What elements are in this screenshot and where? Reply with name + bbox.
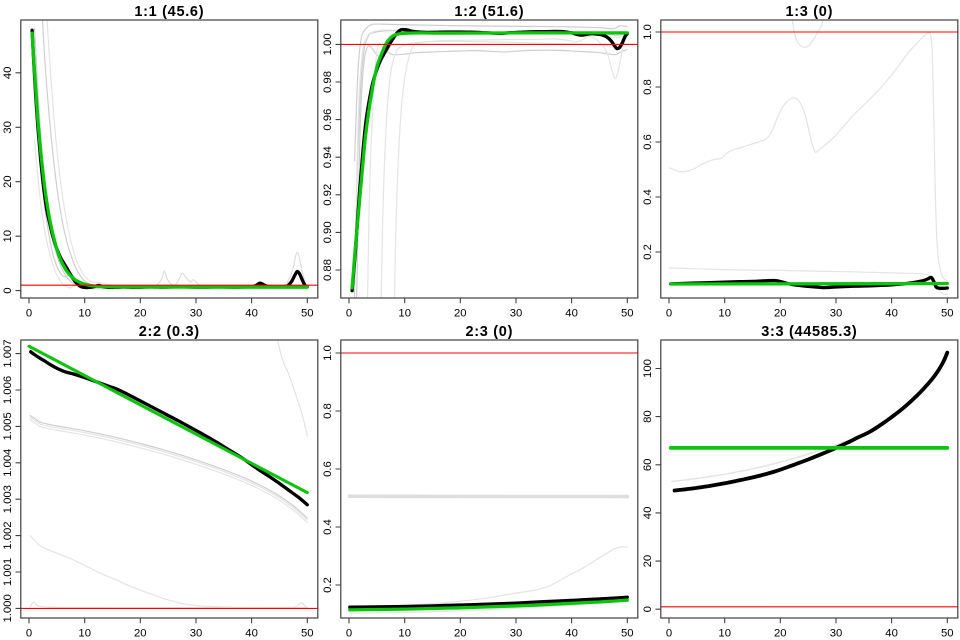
svg-text:20: 20 xyxy=(2,175,14,188)
svg-text:60: 60 xyxy=(642,459,654,472)
svg-text:0.8: 0.8 xyxy=(322,403,334,419)
svg-text:40: 40 xyxy=(2,67,14,80)
svg-text:20: 20 xyxy=(454,307,467,319)
svg-text:0.98: 0.98 xyxy=(322,71,334,93)
svg-text:10: 10 xyxy=(2,230,14,243)
svg-text:30: 30 xyxy=(190,627,203,639)
svg-text:0.4: 0.4 xyxy=(322,519,334,535)
svg-text:40: 40 xyxy=(245,307,258,319)
svg-text:20: 20 xyxy=(134,627,147,639)
svg-text:20: 20 xyxy=(642,555,654,568)
svg-text:1.002: 1.002 xyxy=(2,521,14,549)
svg-text:0.2: 0.2 xyxy=(642,244,654,260)
svg-text:20: 20 xyxy=(134,307,147,319)
svg-text:10: 10 xyxy=(78,307,91,319)
svg-text:2:3 (0): 2:3 (0) xyxy=(465,324,513,340)
svg-text:20: 20 xyxy=(454,627,467,639)
svg-text:30: 30 xyxy=(830,627,843,639)
svg-text:1:3 (0): 1:3 (0) xyxy=(785,4,833,20)
svg-text:30: 30 xyxy=(2,121,14,134)
svg-text:80: 80 xyxy=(642,410,654,423)
svg-text:0: 0 xyxy=(642,606,654,612)
svg-text:0: 0 xyxy=(2,287,14,293)
svg-text:2:2 (0.3): 2:2 (0.3) xyxy=(139,324,200,340)
svg-text:30: 30 xyxy=(510,627,523,639)
svg-text:0.6: 0.6 xyxy=(322,461,334,477)
svg-text:30: 30 xyxy=(190,307,203,319)
svg-text:0.90: 0.90 xyxy=(322,221,334,243)
svg-text:0.92: 0.92 xyxy=(322,184,334,206)
svg-text:0: 0 xyxy=(26,307,32,319)
svg-text:0: 0 xyxy=(346,627,352,639)
svg-text:1.000: 1.000 xyxy=(2,594,14,622)
svg-text:50: 50 xyxy=(621,307,634,319)
svg-text:0: 0 xyxy=(666,627,672,639)
svg-text:20: 20 xyxy=(774,627,787,639)
svg-text:40: 40 xyxy=(565,307,578,319)
svg-text:10: 10 xyxy=(718,627,731,639)
svg-text:30: 30 xyxy=(830,307,843,319)
svg-text:0: 0 xyxy=(346,307,352,319)
svg-text:0.4: 0.4 xyxy=(642,189,654,205)
svg-text:1.006: 1.006 xyxy=(2,376,14,404)
svg-text:1:1 (45.6): 1:1 (45.6) xyxy=(134,4,204,20)
svg-text:40: 40 xyxy=(642,507,654,520)
svg-text:10: 10 xyxy=(78,627,91,639)
svg-text:0: 0 xyxy=(666,307,672,319)
svg-text:0: 0 xyxy=(26,627,32,639)
svg-text:100: 100 xyxy=(642,359,654,378)
svg-text:1.001: 1.001 xyxy=(2,558,14,586)
svg-text:1.003: 1.003 xyxy=(2,485,14,513)
svg-text:0.8: 0.8 xyxy=(642,79,654,95)
svg-text:0.96: 0.96 xyxy=(322,109,334,131)
svg-text:40: 40 xyxy=(885,307,898,319)
svg-text:20: 20 xyxy=(774,307,787,319)
svg-text:0.6: 0.6 xyxy=(642,134,654,150)
svg-text:10: 10 xyxy=(398,627,411,639)
svg-text:40: 40 xyxy=(565,627,578,639)
svg-text:50: 50 xyxy=(621,627,634,639)
svg-text:1.0: 1.0 xyxy=(642,24,654,40)
svg-text:50: 50 xyxy=(941,627,954,639)
svg-text:1:2 (51.6): 1:2 (51.6) xyxy=(454,4,524,20)
svg-text:50: 50 xyxy=(301,307,314,319)
svg-text:1.0: 1.0 xyxy=(322,345,334,361)
svg-text:1.007: 1.007 xyxy=(2,339,14,367)
svg-text:30: 30 xyxy=(510,307,523,319)
svg-text:40: 40 xyxy=(885,627,898,639)
svg-text:50: 50 xyxy=(301,627,314,639)
svg-text:3:3 (44585.3): 3:3 (44585.3) xyxy=(761,324,857,340)
svg-text:50: 50 xyxy=(941,307,954,319)
svg-text:0.88: 0.88 xyxy=(322,259,334,281)
svg-text:10: 10 xyxy=(398,307,411,319)
svg-text:10: 10 xyxy=(718,307,731,319)
svg-text:0.2: 0.2 xyxy=(322,577,334,593)
svg-text:0.94: 0.94 xyxy=(322,146,334,168)
svg-text:40: 40 xyxy=(245,627,258,639)
svg-text:1.004: 1.004 xyxy=(2,449,14,477)
svg-text:1.00: 1.00 xyxy=(322,33,334,55)
svg-text:1.005: 1.005 xyxy=(2,412,14,440)
